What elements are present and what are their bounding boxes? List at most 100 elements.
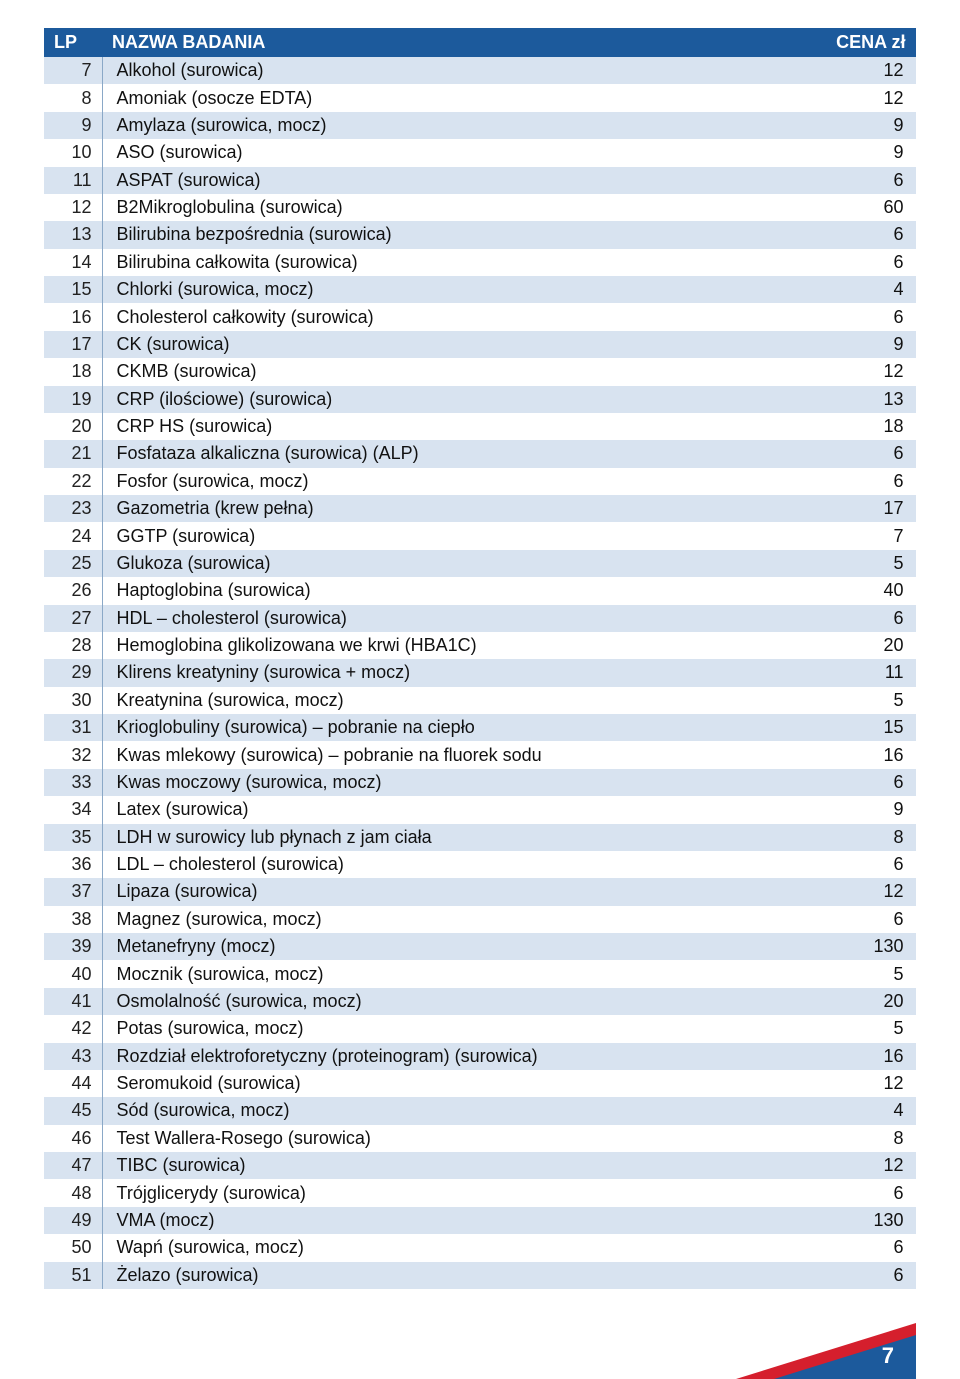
cell-lp: 50 — [44, 1234, 102, 1261]
cell-price: 4 — [816, 276, 916, 303]
cell-price: 6 — [816, 1234, 916, 1261]
cell-name: B2Mikroglobulina (surowica) — [102, 194, 816, 221]
cell-price: 6 — [816, 440, 916, 467]
cell-price: 6 — [816, 851, 916, 878]
cell-lp: 40 — [44, 960, 102, 987]
cell-lp: 47 — [44, 1152, 102, 1179]
cell-lp: 42 — [44, 1015, 102, 1042]
table-row: 22Fosfor (surowica, mocz)6 — [44, 468, 916, 495]
cell-price: 15 — [816, 714, 916, 741]
cell-name: Wapń (surowica, mocz) — [102, 1234, 816, 1261]
cell-lp: 28 — [44, 632, 102, 659]
table-row: 29Klirens kreatyniny (surowica + mocz)11 — [44, 659, 916, 686]
cell-name: HDL – cholesterol (surowica) — [102, 605, 816, 632]
cell-lp: 22 — [44, 468, 102, 495]
cell-name: ASO (surowica) — [102, 139, 816, 166]
table-row: 14Bilirubina całkowita (surowica)6 — [44, 249, 916, 276]
table-row: 51Żelazo (surowica)6 — [44, 1262, 916, 1289]
cell-name: TIBC (surowica) — [102, 1152, 816, 1179]
cell-name: Bilirubina bezpośrednia (surowica) — [102, 221, 816, 248]
cell-price: 6 — [816, 221, 916, 248]
cell-lp: 29 — [44, 659, 102, 686]
cell-name: LDH w surowicy lub płynach z jam ciała — [102, 824, 816, 851]
cell-name: Amylaza (surowica, mocz) — [102, 112, 816, 139]
table-row: 34Latex (surowica)9 — [44, 796, 916, 823]
cell-name: Potas (surowica, mocz) — [102, 1015, 816, 1042]
page-number: 7 — [882, 1343, 894, 1369]
table-row: 31Krioglobuliny (surowica) – pobranie na… — [44, 714, 916, 741]
cell-price: 6 — [816, 249, 916, 276]
cell-lp: 20 — [44, 413, 102, 440]
table-row: 32Kwas mlekowy (surowica) – pobranie na … — [44, 741, 916, 768]
cell-price: 12 — [816, 84, 916, 111]
table-row: 17CK (surowica)9 — [44, 331, 916, 358]
cell-price: 7 — [816, 522, 916, 549]
table-row: 15Chlorki (surowica, mocz)4 — [44, 276, 916, 303]
cell-lp: 33 — [44, 769, 102, 796]
table-row: 16Cholesterol całkowity (surowica)6 — [44, 303, 916, 330]
cell-lp: 13 — [44, 221, 102, 248]
cell-price: 8 — [816, 1125, 916, 1152]
page-footer: 7 — [44, 1297, 916, 1379]
cell-lp: 16 — [44, 303, 102, 330]
cell-name: Klirens kreatyniny (surowica + mocz) — [102, 659, 816, 686]
cell-lp: 48 — [44, 1179, 102, 1206]
cell-price: 6 — [816, 1262, 916, 1289]
cell-name: Haptoglobina (surowica) — [102, 577, 816, 604]
cell-name: Kwas mlekowy (surowica) – pobranie na fl… — [102, 741, 816, 768]
cell-name: Glukoza (surowica) — [102, 550, 816, 577]
table-row: 33Kwas moczowy (surowica, mocz)6 — [44, 769, 916, 796]
table-row: 26Haptoglobina (surowica)40 — [44, 577, 916, 604]
cell-lp: 27 — [44, 605, 102, 632]
cell-lp: 17 — [44, 331, 102, 358]
cell-price: 12 — [816, 1152, 916, 1179]
cell-lp: 49 — [44, 1207, 102, 1234]
cell-price: 6 — [816, 468, 916, 495]
cell-price: 5 — [816, 687, 916, 714]
cell-price: 12 — [816, 878, 916, 905]
cell-lp: 32 — [44, 741, 102, 768]
cell-lp: 23 — [44, 495, 102, 522]
cell-name: Trójglicerydy (surowica) — [102, 1179, 816, 1206]
cell-name: Rozdział elektroforetyczny (proteinogram… — [102, 1043, 816, 1070]
cell-name: CKMB (surowica) — [102, 358, 816, 385]
table-row: 19CRP (ilościowe) (surowica)13 — [44, 386, 916, 413]
cell-lp: 26 — [44, 577, 102, 604]
table-row: 20CRP HS (surowica)18 — [44, 413, 916, 440]
table-row: 7Alkohol (surowica)12 — [44, 57, 916, 84]
col-header-name: NAZWA BADANIA — [102, 28, 816, 57]
cell-lp: 18 — [44, 358, 102, 385]
cell-name: Chlorki (surowica, mocz) — [102, 276, 816, 303]
cell-lp: 19 — [44, 386, 102, 413]
cell-name: Bilirubina całkowita (surowica) — [102, 249, 816, 276]
table-row: 38Magnez (surowica, mocz)6 — [44, 906, 916, 933]
cell-name: Seromukoid (surowica) — [102, 1070, 816, 1097]
table-row: 46Test Wallera-Rosego (surowica)8 — [44, 1125, 916, 1152]
cell-price: 12 — [816, 1070, 916, 1097]
cell-price: 6 — [816, 605, 916, 632]
table-row: 43Rozdział elektroforetyczny (proteinogr… — [44, 1043, 916, 1070]
cell-price: 130 — [816, 933, 916, 960]
cell-price: 12 — [816, 358, 916, 385]
cell-lp: 44 — [44, 1070, 102, 1097]
table-row: 30Kreatynina (surowica, mocz)5 — [44, 687, 916, 714]
table-row: 50Wapń (surowica, mocz)6 — [44, 1234, 916, 1261]
cell-lp: 43 — [44, 1043, 102, 1070]
cell-price: 20 — [816, 632, 916, 659]
cell-lp: 51 — [44, 1262, 102, 1289]
cell-name: Lipaza (surowica) — [102, 878, 816, 905]
cell-lp: 14 — [44, 249, 102, 276]
cell-lp: 45 — [44, 1097, 102, 1124]
cell-name: LDL – cholesterol (surowica) — [102, 851, 816, 878]
cell-price: 4 — [816, 1097, 916, 1124]
cell-name: Latex (surowica) — [102, 796, 816, 823]
cell-price: 9 — [816, 139, 916, 166]
table-row: 47TIBC (surowica)12 — [44, 1152, 916, 1179]
cell-lp: 12 — [44, 194, 102, 221]
cell-name: Żelazo (surowica) — [102, 1262, 816, 1289]
cell-price: 60 — [816, 194, 916, 221]
cell-price: 130 — [816, 1207, 916, 1234]
cell-name: Fosfor (surowica, mocz) — [102, 468, 816, 495]
cell-lp: 30 — [44, 687, 102, 714]
table-row: 10ASO (surowica)9 — [44, 139, 916, 166]
